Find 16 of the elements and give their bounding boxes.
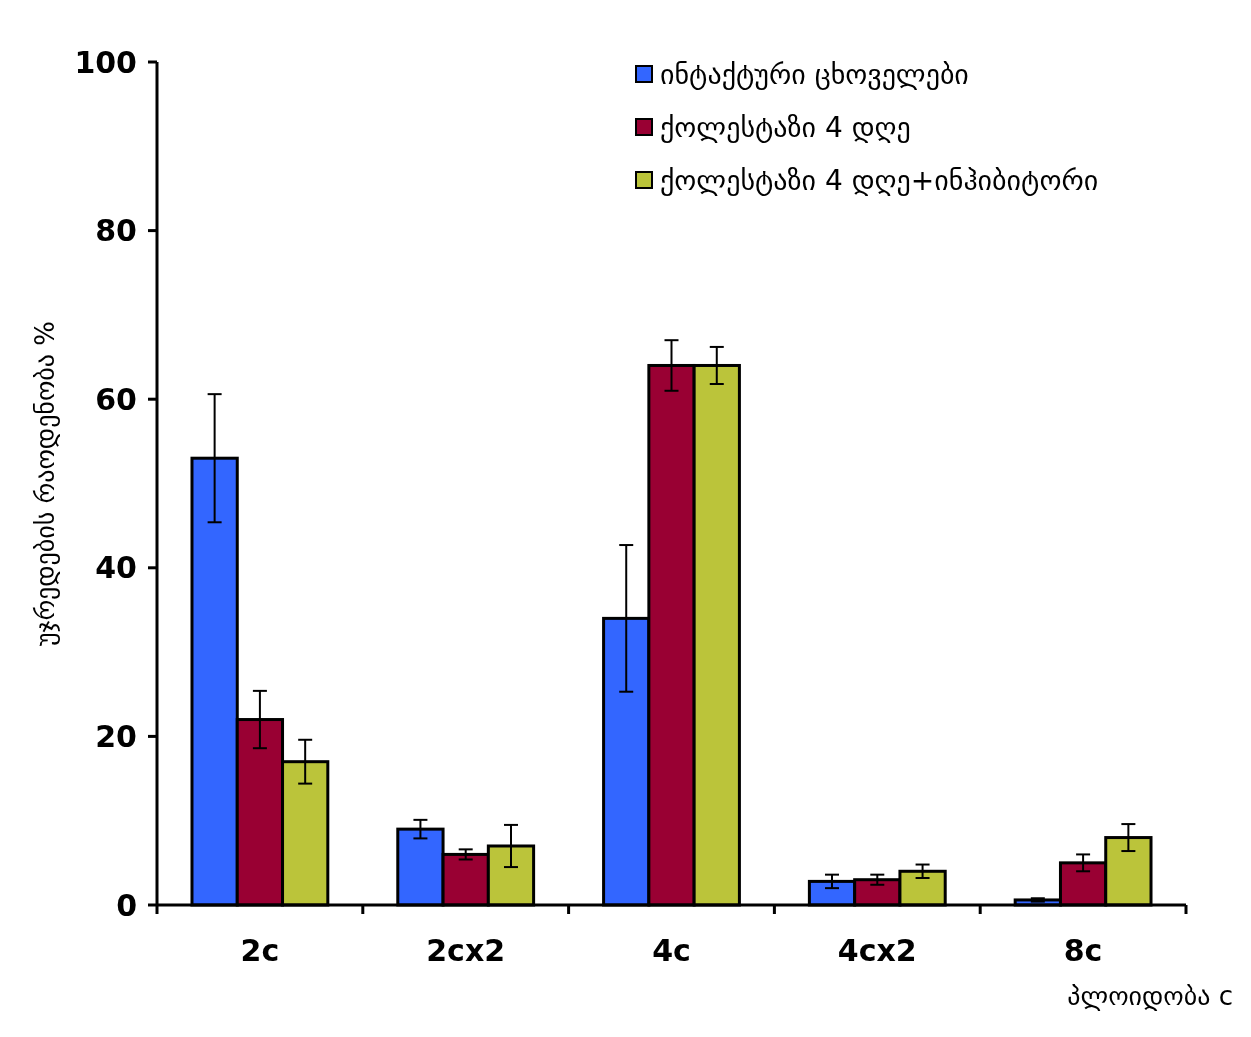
- y-tick-label: 60: [95, 381, 137, 417]
- y-axis-title: უჯრედების რაოდენობა %: [30, 321, 60, 646]
- y-tick-label: 20: [95, 718, 137, 754]
- y-tick-label: 80: [95, 213, 137, 249]
- y-tick-label: 40: [95, 550, 137, 586]
- x-tick-label: 8c: [1063, 933, 1103, 968]
- x-tick-label: 2c: [240, 933, 280, 968]
- y-tick-label: 0: [116, 887, 137, 923]
- x-tick-label: 4c: [652, 933, 691, 968]
- x-tick-label: 2cx2: [426, 933, 506, 968]
- legend-label: ქოლესტაზი 4 დღე: [660, 110, 911, 144]
- x-tick-label: 4cx2: [837, 933, 917, 968]
- legend-label: ქოლესტაზი 4 დღე+ინჰიბიტორი: [660, 163, 1099, 197]
- legend-label: ინტაქტური ცხოველები: [660, 57, 969, 91]
- x-axis-title: პლოიდობა c: [1067, 981, 1233, 1011]
- y-tick-label: 100: [74, 44, 137, 80]
